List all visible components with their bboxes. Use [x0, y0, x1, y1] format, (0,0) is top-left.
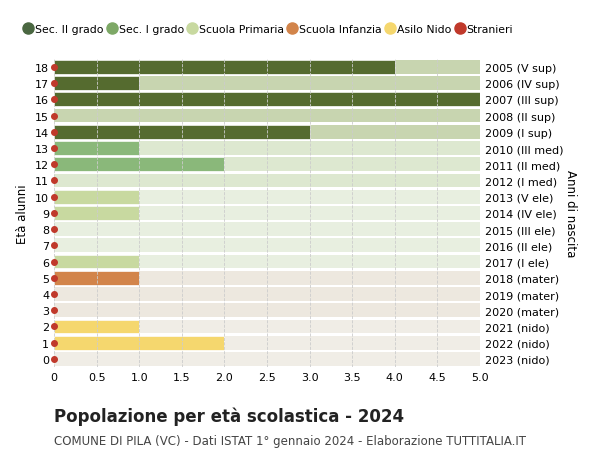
Bar — [54, 158, 224, 172]
Bar — [54, 255, 480, 269]
Bar — [54, 77, 480, 91]
Bar — [54, 93, 480, 107]
Bar — [54, 109, 480, 123]
Bar — [54, 93, 480, 107]
Bar — [54, 61, 395, 75]
Bar — [54, 207, 480, 220]
Y-axis label: Età alunni: Età alunni — [16, 184, 29, 243]
Bar — [54, 190, 139, 204]
Bar — [54, 207, 139, 220]
Bar — [54, 304, 480, 318]
Y-axis label: Anni di nascita: Anni di nascita — [564, 170, 577, 257]
Bar — [54, 190, 480, 204]
Bar — [54, 142, 480, 156]
Bar — [54, 142, 139, 156]
Bar — [54, 320, 139, 334]
Bar — [54, 271, 139, 285]
Legend: Sec. II grado, Sec. I grado, Scuola Primaria, Scuola Infanzia, Asilo Nido, Stran: Sec. II grado, Sec. I grado, Scuola Prim… — [25, 25, 513, 35]
Text: Popolazione per età scolastica - 2024: Popolazione per età scolastica - 2024 — [54, 406, 404, 425]
Bar — [54, 255, 139, 269]
Bar — [54, 126, 480, 140]
Bar — [54, 77, 139, 91]
Bar — [54, 336, 224, 350]
Bar — [54, 126, 310, 140]
Bar — [54, 158, 480, 172]
Text: COMUNE DI PILA (VC) - Dati ISTAT 1° gennaio 2024 - Elaborazione TUTTITALIA.IT: COMUNE DI PILA (VC) - Dati ISTAT 1° genn… — [54, 434, 526, 447]
Bar — [54, 320, 480, 334]
Bar — [54, 336, 480, 350]
Bar — [54, 287, 480, 301]
Bar — [54, 239, 480, 253]
Bar — [54, 223, 480, 236]
Bar — [54, 352, 480, 366]
Bar — [54, 174, 480, 188]
Bar — [54, 271, 480, 285]
Bar — [54, 61, 480, 75]
